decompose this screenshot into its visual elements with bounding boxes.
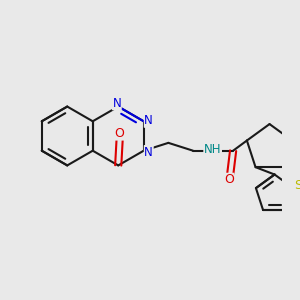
Text: N: N <box>144 114 153 127</box>
Text: O: O <box>224 173 234 186</box>
Text: N: N <box>144 146 153 159</box>
Text: NH: NH <box>204 143 221 156</box>
Text: S: S <box>294 179 300 192</box>
Text: N: N <box>112 97 121 110</box>
Text: O: O <box>115 127 124 140</box>
